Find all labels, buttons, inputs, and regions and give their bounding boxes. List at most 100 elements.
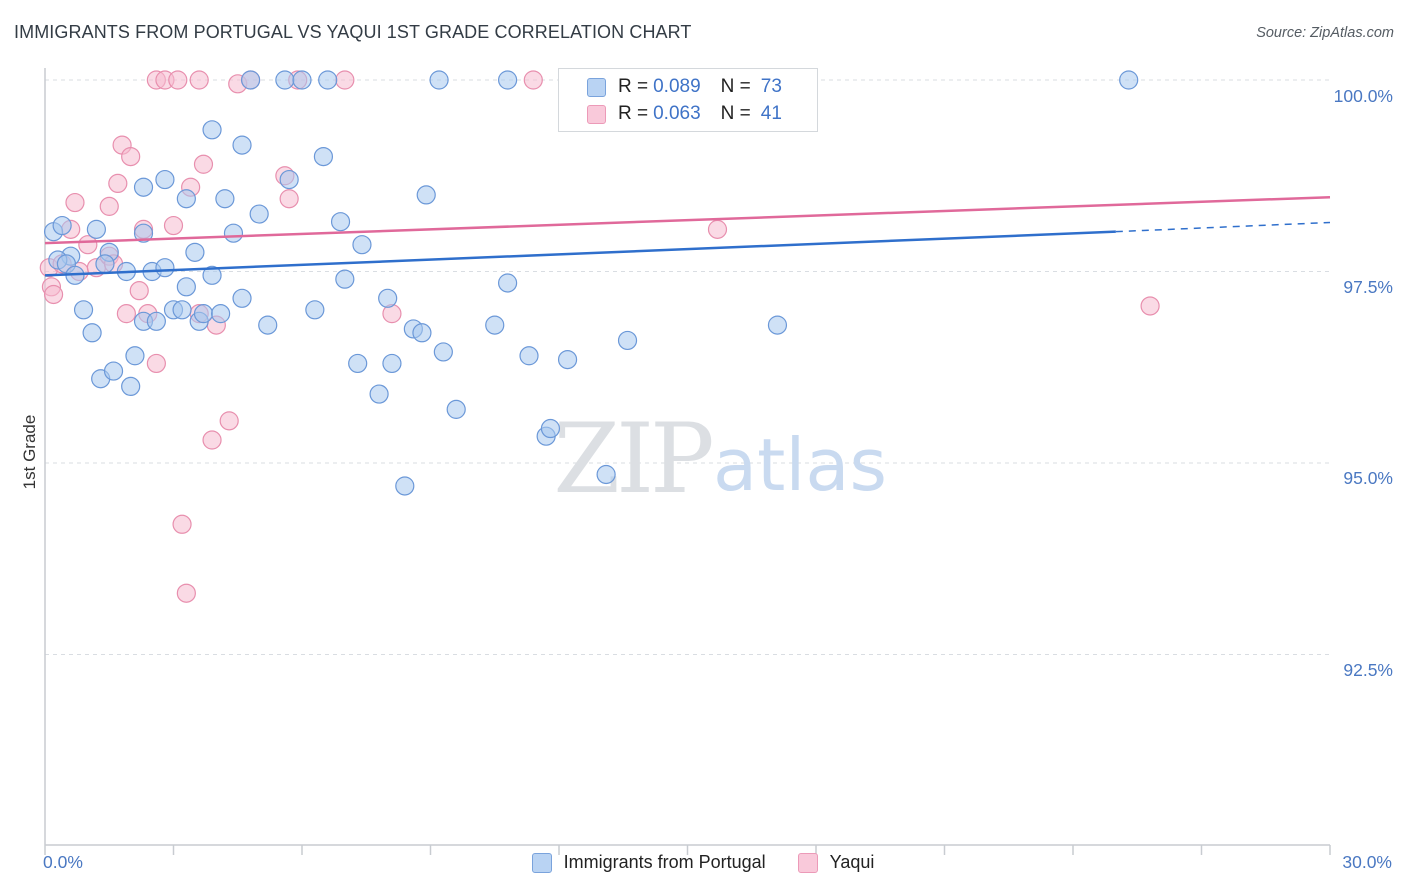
yaqui-point <box>108 173 128 194</box>
portugal-point <box>176 277 196 297</box>
portugal-point <box>540 418 561 439</box>
portugal-point <box>241 70 261 90</box>
legend-label-portugal: Immigrants from Portugal <box>563 852 766 872</box>
portugal-point <box>155 169 175 190</box>
portugal-point <box>202 120 222 140</box>
yaqui-point <box>172 514 192 534</box>
portugal-trend-extension <box>1115 221 1331 233</box>
x-tick-label: 30.0% <box>1342 852 1392 872</box>
yaqui-point <box>202 430 222 450</box>
x-tick-label: 0.0% <box>43 852 83 872</box>
legend-r-label: R = <box>618 76 649 97</box>
yaqui-point <box>121 147 141 167</box>
portugal-point <box>429 70 449 90</box>
legend-swatch-pink <box>587 104 606 124</box>
trend-lines <box>44 195 1331 277</box>
y-tick-label: 97.5% <box>1343 277 1393 297</box>
portugal-point <box>223 223 244 243</box>
portugal-point <box>86 219 107 239</box>
portugal-point <box>369 384 389 404</box>
portugal-point <box>378 288 398 308</box>
yaqui-point <box>43 284 64 305</box>
legend-item-yaqui[interactable]: Yaqui <box>797 852 875 873</box>
yaqui-point <box>193 154 214 174</box>
portugal-point <box>416 185 436 205</box>
legend-row-yaqui: R = 0.063 N = 41 <box>559 99 782 129</box>
legend-n-value: 73 <box>760 76 782 97</box>
axes <box>44 68 1331 855</box>
legend-n-label: N = <box>720 76 751 97</box>
portugal-point <box>202 265 222 285</box>
y-tick-label: 92.5% <box>1343 660 1393 680</box>
yaqui-point <box>129 281 149 301</box>
yaqui-point <box>279 189 299 209</box>
portugal-point <box>292 70 312 90</box>
yaqui-point <box>99 196 119 216</box>
portugal-point <box>52 215 72 236</box>
portugal-point <box>335 269 355 289</box>
legend-item-portugal[interactable]: Immigrants from Portugal <box>531 852 766 873</box>
portugal-point <box>215 189 235 209</box>
yaqui-trend-line <box>44 195 1331 245</box>
portugal-point <box>330 212 351 232</box>
gridlines <box>45 79 1330 655</box>
portugal-trend-line <box>44 230 1116 277</box>
legend-row-portugal: R = 0.089 N = 73 <box>559 72 782 102</box>
portugal-point <box>275 70 295 90</box>
portugal-point <box>73 300 94 320</box>
portugal-point <box>211 304 231 324</box>
yaqui-point <box>189 70 209 90</box>
portugal-point <box>305 300 325 320</box>
y-tick-label: 95.0% <box>1343 468 1393 488</box>
yaqui-point <box>146 353 166 374</box>
legend-r-label: R = <box>618 103 649 124</box>
portugal-point <box>519 346 539 366</box>
yaqui-point <box>65 192 85 213</box>
watermark: ZIP atlas <box>553 403 887 515</box>
portugal-point <box>767 315 788 335</box>
portugal-point <box>382 353 402 374</box>
legend-label-yaqui: Yaqui <box>829 852 875 872</box>
legend-r-value: 0.063 <box>653 103 701 124</box>
portugal-point <box>185 242 205 262</box>
yaqui-point <box>1140 296 1160 316</box>
portugal-point <box>133 223 154 243</box>
portugal-point <box>155 258 175 278</box>
legend-r-value: 0.089 <box>653 76 701 97</box>
yaqui-point <box>219 411 239 431</box>
yaqui-point <box>523 70 543 90</box>
portugal-point <box>95 254 115 274</box>
legend-swatch-blue <box>531 852 552 873</box>
portugal-point <box>318 70 338 90</box>
portugal-point <box>348 353 368 374</box>
yaqui-point <box>176 583 196 603</box>
chart-title: IMMIGRANTS FROM PORTUGAL VS YAQUI 1ST GR… <box>14 22 692 42</box>
portugal-point <box>258 315 278 335</box>
yaqui-points <box>39 70 1160 603</box>
portugal-point <box>232 288 252 308</box>
legend-swatch-pink <box>797 852 818 873</box>
watermark-atlas-text: atlas <box>713 423 887 507</box>
portugal-point <box>82 323 102 343</box>
portugal-point <box>498 273 518 293</box>
portugal-point <box>446 399 466 419</box>
legend-n-value: 41 <box>760 103 782 124</box>
yaqui-point <box>78 235 98 255</box>
portugal-point <box>249 204 269 224</box>
portugal-point <box>412 323 432 343</box>
portugal-point <box>172 300 192 320</box>
portugal-point <box>498 70 518 90</box>
yaqui-point <box>707 219 728 239</box>
series-legend: Immigrants from Portugal Yaqui <box>0 852 1406 873</box>
portugal-point <box>395 476 415 496</box>
watermark-zip-text: ZIP <box>553 403 712 515</box>
source-label: Source: ZipAtlas.com <box>1256 25 1394 41</box>
portugal-point <box>617 330 638 351</box>
portugal-point <box>232 135 252 155</box>
portugal-point <box>125 346 145 366</box>
yaqui-point <box>163 215 184 236</box>
portugal-point <box>103 361 124 381</box>
portugal-point <box>433 342 453 362</box>
portugal-point <box>176 189 196 209</box>
